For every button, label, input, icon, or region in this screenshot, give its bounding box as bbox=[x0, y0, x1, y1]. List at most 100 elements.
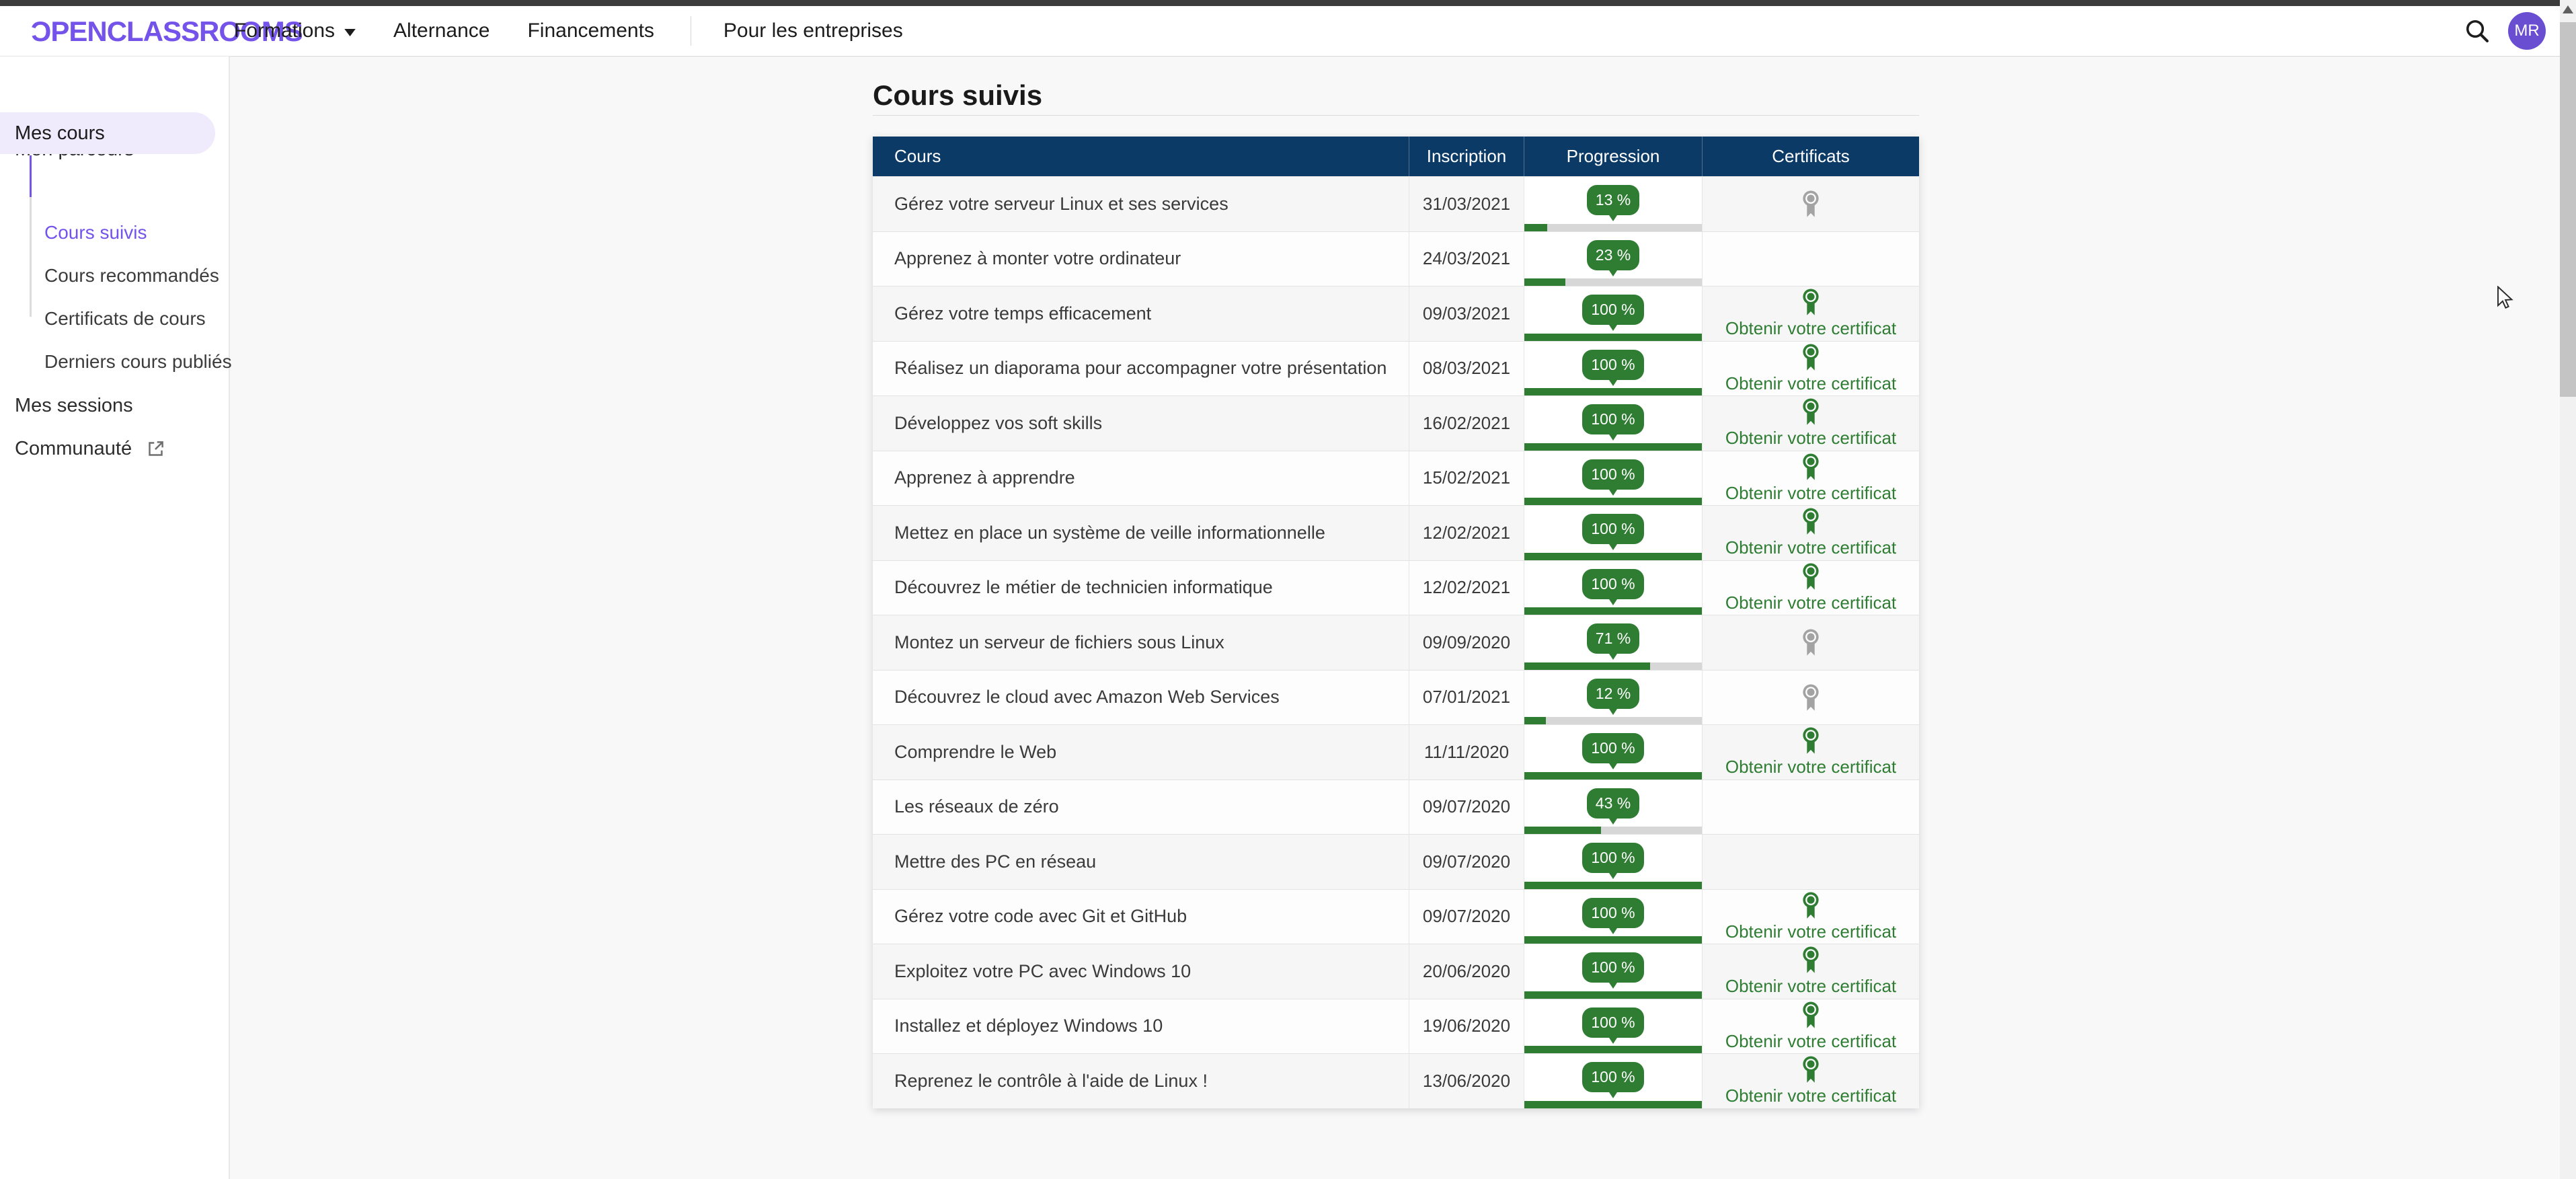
scrollbar-thumb[interactable] bbox=[2560, 22, 2576, 397]
course-title[interactable]: Mettez en place un système de veille inf… bbox=[873, 506, 1409, 560]
column-header-cours: Cours bbox=[873, 137, 1409, 176]
table-row[interactable]: Gérez votre temps efficacement 09/03/2021… bbox=[873, 286, 1919, 341]
nav-item-financements[interactable]: Financements bbox=[527, 20, 654, 42]
enrollment-date: 11/11/2020 bbox=[1409, 725, 1524, 779]
certificate-cell bbox=[1703, 615, 1919, 670]
table-row[interactable]: Mettez en place un système de veille inf… bbox=[873, 505, 1919, 560]
certificate-link[interactable]: Obtenir votre certificat bbox=[1725, 318, 1897, 339]
table-row[interactable]: Développez vos soft skills 16/02/2021 100 … bbox=[873, 395, 1919, 451]
table-row[interactable]: Apprenez à apprendre 15/02/2021 100 % Obten… bbox=[873, 450, 1919, 506]
sidebar-item-certificats-de-cours[interactable]: Certificats de cours bbox=[44, 308, 206, 329]
progress-cell: 100 % bbox=[1524, 835, 1703, 889]
certificate-cell[interactable]: Obtenir votre certificat bbox=[1703, 561, 1919, 615]
certificate-ribbon-icon bbox=[1803, 684, 1819, 711]
submenu-line bbox=[30, 155, 32, 317]
certificate-ribbon-icon bbox=[1803, 398, 1819, 426]
certificate-cell[interactable]: Obtenir votre certificat bbox=[1703, 890, 1919, 944]
course-title[interactable]: Installez et déployez Windows 10 bbox=[873, 999, 1409, 1053]
course-title[interactable]: Comprendre le Web bbox=[873, 725, 1409, 779]
table-row[interactable]: Reprenez le contrôle à l'aide de Linux !… bbox=[873, 1053, 1919, 1108]
table-row[interactable]: Découvrez le cloud avec Amazon Web Servi… bbox=[873, 669, 1919, 724]
enrollment-date: 20/06/2020 bbox=[1409, 944, 1524, 999]
table-row[interactable]: Apprenez à monter votre ordinateur 24/03/… bbox=[873, 231, 1919, 286]
main-nav: Formations Alternance Financements Pour … bbox=[234, 6, 903, 56]
course-title[interactable]: Gérez votre code avec Git et GitHub bbox=[873, 889, 1409, 944]
progress-cell: 12 % bbox=[1524, 670, 1703, 724]
course-title[interactable]: Les réseaux de zéro bbox=[873, 779, 1409, 834]
certificate-cell[interactable]: Obtenir votre certificat bbox=[1703, 1054, 1919, 1108]
course-title[interactable]: Réalisez un diaporama pour accompagner v… bbox=[873, 341, 1409, 395]
sidebar-item-cours-suivis[interactable]: Cours suivis bbox=[44, 222, 147, 243]
certificate-link[interactable]: Obtenir votre certificat bbox=[1725, 592, 1897, 613]
table-row[interactable]: Comprendre le Web 11/11/2020 100 % Obtenir … bbox=[873, 724, 1919, 779]
progress-bar bbox=[1524, 991, 1702, 999]
sidebar-item-mes-sessions[interactable]: Mes sessions bbox=[15, 395, 133, 416]
table-row[interactable]: Mettre des PC en réseau 09/07/2020 100 % bbox=[873, 834, 1919, 889]
course-title[interactable]: Développez vos soft skills bbox=[873, 396, 1409, 451]
sidebar-item-derniers-cours-publies[interactable]: Derniers cours publiés bbox=[44, 351, 232, 372]
enrollment-date: 19/06/2020 bbox=[1409, 999, 1524, 1053]
certificate-link[interactable]: Obtenir votre certificat bbox=[1725, 921, 1897, 942]
certificate-cell[interactable]: Obtenir votre certificat bbox=[1703, 287, 1919, 341]
certificate-link[interactable]: Obtenir votre certificat bbox=[1725, 482, 1897, 503]
search-button[interactable] bbox=[2464, 17, 2491, 44]
certificate-cell[interactable]: Obtenir votre certificat bbox=[1703, 999, 1919, 1054]
enrollment-date: 09/03/2021 bbox=[1409, 287, 1524, 341]
table-row[interactable]: Gérez votre code avec Git et GitHub 09/07… bbox=[873, 888, 1919, 944]
enrollment-date: 12/02/2021 bbox=[1409, 560, 1524, 615]
certificate-ribbon-icon bbox=[1803, 563, 1819, 590]
progress-bar bbox=[1524, 936, 1702, 944]
course-title[interactable]: Reprenez le contrôle à l'aide de Linux ! bbox=[873, 1054, 1409, 1108]
progress-bar bbox=[1524, 1046, 1702, 1053]
course-title[interactable]: Montez un serveur de fichiers sous Linux bbox=[873, 615, 1409, 670]
scrollbar-up-arrow[interactable] bbox=[2563, 5, 2573, 13]
certificate-cell[interactable]: Obtenir votre certificat bbox=[1703, 342, 1919, 396]
table-row[interactable]: Gérez votre serveur Linux et ses service… bbox=[873, 176, 1919, 231]
table-row[interactable]: Exploitez votre PC avec Windows 10 20/06/… bbox=[873, 944, 1919, 999]
certificate-cell[interactable]: Obtenir votre certificat bbox=[1703, 451, 1919, 506]
certificate-link[interactable]: Obtenir votre certificat bbox=[1725, 373, 1897, 393]
certificate-link[interactable]: Obtenir votre certificat bbox=[1725, 757, 1897, 777]
certificate-cell[interactable]: Obtenir votre certificat bbox=[1703, 506, 1919, 560]
certificate-link[interactable]: Obtenir votre certificat bbox=[1725, 537, 1897, 558]
certificate-link[interactable]: Obtenir votre certificat bbox=[1725, 1086, 1897, 1106]
progress-badge: 100 % bbox=[1582, 514, 1644, 545]
certificate-link[interactable]: Obtenir votre certificat bbox=[1725, 1030, 1897, 1051]
sidebar-item-cours-recommandes[interactable]: Cours recommandés bbox=[44, 265, 219, 286]
course-title[interactable]: Apprenez à monter votre ordinateur bbox=[873, 231, 1409, 286]
progress-cell: 100 % bbox=[1524, 506, 1703, 560]
sidebar-item-communaute[interactable]: Communauté bbox=[15, 438, 165, 460]
table-row[interactable]: Les réseaux de zéro 09/07/2020 43 % bbox=[873, 779, 1919, 834]
certificate-cell[interactable]: Obtenir votre certificat bbox=[1703, 396, 1919, 451]
course-title[interactable]: Gérez votre serveur Linux et ses service… bbox=[873, 177, 1409, 231]
progress-bar bbox=[1524, 717, 1702, 724]
logo-open-o: Ɔ bbox=[31, 15, 51, 47]
progress-badge: 100 % bbox=[1582, 843, 1644, 874]
search-icon bbox=[2466, 20, 2489, 42]
certificate-link[interactable]: Obtenir votre certificat bbox=[1725, 976, 1897, 997]
progress-badge: 23 % bbox=[1586, 239, 1640, 270]
certificate-cell[interactable]: Obtenir votre certificat bbox=[1703, 944, 1919, 999]
openclassrooms-logo[interactable]: ƆPENCLASSROOMS bbox=[31, 15, 303, 48]
course-title[interactable]: Découvrez le métier de technicien inform… bbox=[873, 560, 1409, 615]
user-avatar[interactable]: MR bbox=[2508, 12, 2546, 50]
progress-cell: 100 % bbox=[1524, 560, 1703, 615]
table-row[interactable]: Installez et déployez Windows 10 19/06/20… bbox=[873, 998, 1919, 1054]
certificate-link[interactable]: Obtenir votre certificat bbox=[1725, 428, 1897, 449]
course-title[interactable]: Exploitez votre PC avec Windows 10 bbox=[873, 944, 1409, 999]
table-row[interactable]: Montez un serveur de fichiers sous Linux… bbox=[873, 615, 1919, 670]
table-row[interactable]: Réalisez un diaporama pour accompagner v… bbox=[873, 340, 1919, 396]
certificate-cell[interactable]: Obtenir votre certificat bbox=[1703, 725, 1919, 779]
course-title[interactable]: Gérez votre temps efficacement bbox=[873, 287, 1409, 341]
progress-cell: 100 % bbox=[1524, 1054, 1703, 1108]
nav-item-entreprises[interactable]: Pour les entreprises bbox=[723, 20, 903, 42]
nav-item-alternance[interactable]: Alternance bbox=[393, 20, 490, 42]
sidebar-item-mes-cours[interactable]: Mes cours bbox=[0, 112, 215, 154]
progress-cell: 100 % bbox=[1524, 451, 1703, 505]
table-row[interactable]: Découvrez le métier de technicien inform… bbox=[873, 560, 1919, 615]
navbar-right: MR bbox=[2464, 6, 2546, 56]
nav-item-formations[interactable]: Formations bbox=[234, 20, 356, 42]
course-title[interactable]: Mettre des PC en réseau bbox=[873, 835, 1409, 889]
course-title[interactable]: Découvrez le cloud avec Amazon Web Servi… bbox=[873, 670, 1409, 724]
course-title[interactable]: Apprenez à apprendre bbox=[873, 451, 1409, 505]
